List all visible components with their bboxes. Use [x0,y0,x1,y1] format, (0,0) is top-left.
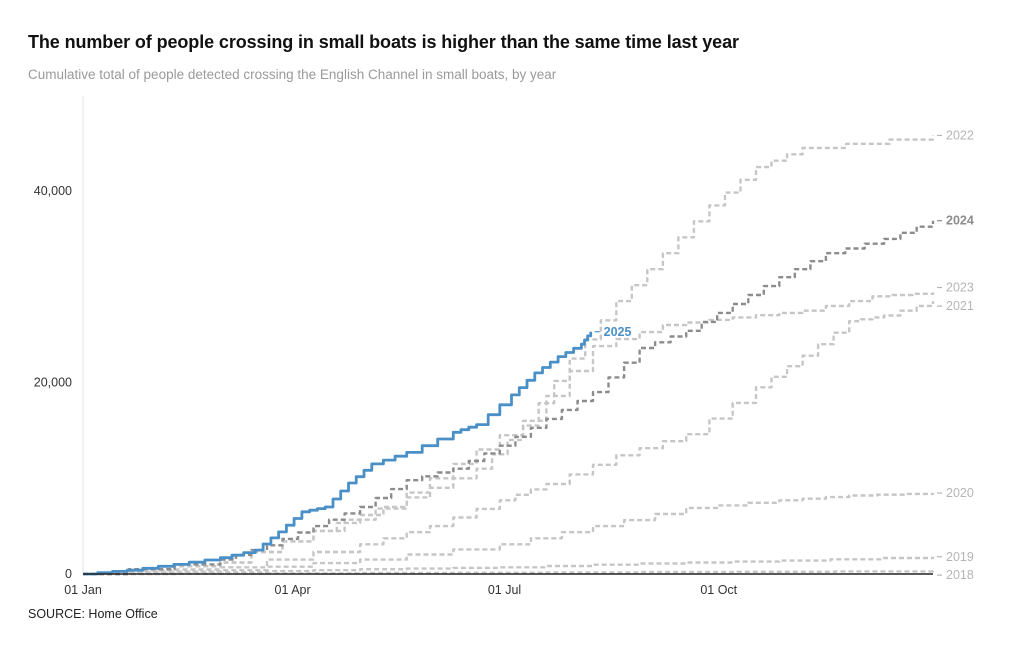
series-label-2025: 2025 [604,325,632,339]
series-line-2020 [83,492,935,576]
series-line-2024 [83,220,935,576]
y-tick-label: 0 [65,567,72,581]
x-tick-label: 01 Jan [64,583,102,597]
x-tick-label: 01 Apr [275,583,311,597]
series-label-2023: 2023 [946,280,974,294]
chart-subtitle: Cumulative total of people detected cros… [28,67,557,82]
source-note: SOURCE: Home Office [28,607,158,621]
series-line-2021 [83,301,935,576]
series-label-2020: 2020 [946,486,974,500]
series-label-2019: 2019 [946,550,974,564]
series-line-2023 [83,292,935,576]
series-line-2025 [83,331,593,576]
y-tick-label: 40,000 [34,184,72,198]
x-tick-label: 01 Jul [488,583,521,597]
x-tick-label: 01 Oct [700,583,737,597]
series-label-2022: 2022 [946,128,974,142]
y-tick-label: 20,000 [34,376,72,390]
series-labels: 2018 2019 2020 2021 2022 2023 2024 2025 [594,128,974,582]
chart-axes: 0 20,000 40,000 01 Jan 01 Apr 01 Jul 01 Oct [34,96,738,597]
series-label-2024: 2024 [946,214,974,228]
series-label-2018: 2018 [946,568,974,582]
series-label-2021: 2021 [946,299,974,313]
series-lines [83,135,935,576]
chart-title: The number of people crossing in small b… [28,32,739,52]
